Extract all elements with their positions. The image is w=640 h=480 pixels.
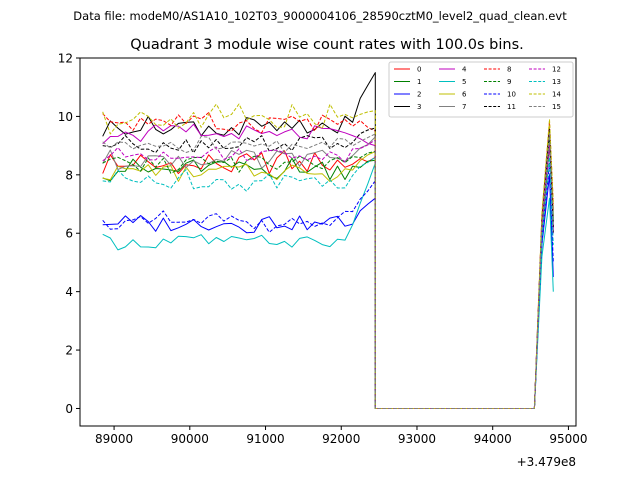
legend-label-3: 3 bbox=[417, 103, 421, 111]
series-line-4 bbox=[102, 123, 554, 409]
x-tick-label: 93000 bbox=[398, 432, 436, 446]
x-tick-label: 94000 bbox=[474, 432, 512, 446]
series-line-12 bbox=[102, 139, 554, 409]
x-tick-label: 95000 bbox=[549, 432, 587, 446]
series-layer bbox=[102, 72, 554, 409]
legend-label-11: 11 bbox=[507, 103, 516, 111]
y-tick-label: 2 bbox=[65, 344, 73, 358]
x-tick-label: 92000 bbox=[322, 432, 360, 446]
legend-frame bbox=[388, 61, 574, 118]
series-line-10 bbox=[102, 162, 554, 409]
x-axis-offset-label: +3.479e8 bbox=[517, 455, 576, 469]
y-tick-label: 12 bbox=[58, 52, 73, 66]
legend-label-0: 0 bbox=[417, 66, 421, 74]
series-line-11 bbox=[102, 127, 554, 409]
chart-title: Quadrant 3 module wise count rates with … bbox=[130, 37, 524, 53]
x-axis: 89000 90000 91000 92000 93000 94000 95000 bbox=[95, 426, 588, 446]
series-line-6 bbox=[102, 127, 554, 409]
y-tick-label: 8 bbox=[65, 168, 73, 182]
legend-label-15: 15 bbox=[552, 103, 561, 111]
series-line-14 bbox=[102, 103, 554, 409]
legend-label-10: 10 bbox=[507, 91, 516, 99]
legend-label-2: 2 bbox=[417, 91, 421, 99]
legend-label-12: 12 bbox=[552, 66, 561, 74]
legend-label-7: 7 bbox=[462, 103, 466, 111]
series-line-9 bbox=[102, 136, 554, 409]
series-line-8 bbox=[102, 112, 554, 409]
legend-label-5: 5 bbox=[462, 78, 466, 86]
series-line-1 bbox=[102, 145, 554, 409]
axes-frame bbox=[79, 57, 577, 427]
x-tick-label: 89000 bbox=[95, 432, 133, 446]
x-tick-label: 91000 bbox=[246, 432, 284, 446]
series-line-2 bbox=[102, 174, 554, 409]
y-tick-label: 0 bbox=[65, 402, 73, 416]
legend-label-4: 4 bbox=[462, 66, 467, 74]
legend-label-1: 1 bbox=[417, 78, 421, 86]
legend-label-14: 14 bbox=[552, 91, 561, 99]
y-tick-label: 6 bbox=[65, 227, 73, 241]
series-line-5 bbox=[102, 162, 554, 409]
series-line-3 bbox=[102, 72, 554, 409]
y-tick-label: 4 bbox=[65, 285, 73, 299]
series-line-13 bbox=[102, 156, 554, 409]
series-line-15 bbox=[102, 133, 554, 409]
y-tick-label: 10 bbox=[58, 110, 73, 124]
legend-label-8: 8 bbox=[507, 66, 511, 74]
x-tick-label: 90000 bbox=[171, 432, 209, 446]
legend-label-6: 6 bbox=[462, 91, 467, 99]
legend-label-9: 9 bbox=[507, 78, 511, 86]
legend-label-13: 13 bbox=[552, 78, 561, 86]
y-axis: 0 2 4 6 8 10 12 bbox=[58, 52, 80, 416]
suptitle: Data file: modeM0/AS1A10_102T03_90000041… bbox=[73, 9, 567, 23]
series-line-7 bbox=[102, 136, 554, 409]
